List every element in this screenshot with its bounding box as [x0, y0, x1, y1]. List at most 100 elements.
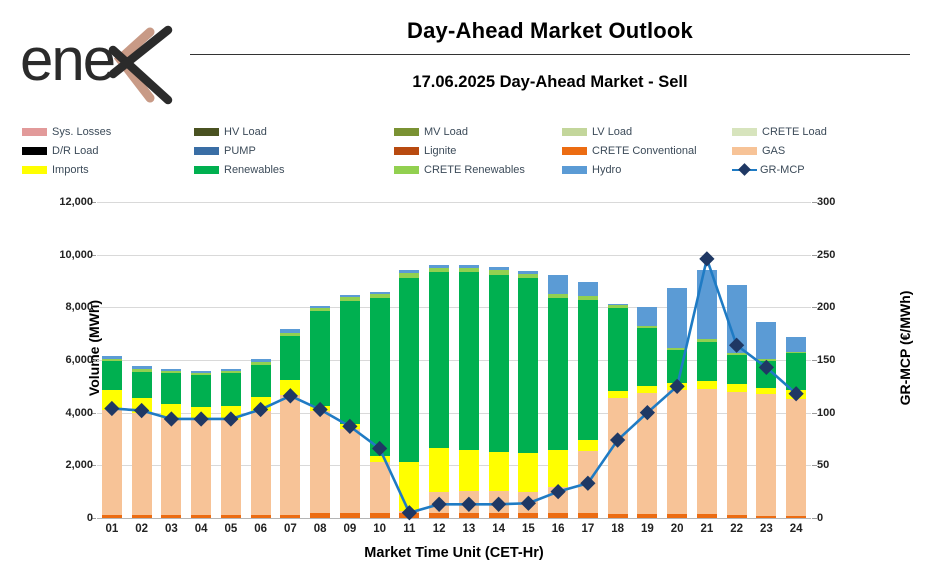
bar-segment-imports [161, 403, 182, 419]
stacked-bar-hour-22[interactable] [726, 202, 747, 518]
bar-segment-crete-renewables [488, 270, 509, 275]
bar-segment-gas [637, 392, 658, 514]
bar-segment-renewables [310, 311, 331, 407]
legend-item-gr-mcp[interactable]: GR-MCP [732, 163, 805, 176]
gr-mcp-marker-hour-13[interactable] [461, 496, 477, 512]
stacked-bar-hour-07[interactable] [280, 202, 301, 518]
bar-segment-crete-conventional [220, 515, 241, 518]
stacked-bar-hour-21[interactable] [696, 202, 717, 518]
stacked-bar-hour-15[interactable] [518, 202, 539, 518]
gr-mcp-marker-hour-11[interactable] [401, 505, 418, 521]
legend-item-crete-renewables[interactable]: CRETE Renewables [394, 164, 525, 176]
stacked-bar-hour-16[interactable] [548, 202, 569, 518]
legend-item-hv-load[interactable]: HV Load [194, 126, 267, 138]
gr-mcp-marker-hour-02[interactable] [133, 402, 150, 419]
y-tick-label-left: 0 [86, 512, 93, 524]
bar-segment-crete-renewables [458, 268, 479, 273]
bar-segment-imports [726, 384, 747, 392]
stacked-bar-hour-01[interactable] [101, 202, 122, 518]
bar-segment-crete-conventional [548, 513, 569, 518]
bar-segment-crete-renewables [369, 293, 390, 299]
legend-item-crete-load[interactable]: CRETE Load [732, 126, 827, 138]
x-tick-label-12: 12 [432, 523, 446, 535]
stacked-bar-hour-19[interactable] [637, 202, 658, 518]
stacked-bar-hour-08[interactable] [310, 202, 331, 518]
bar-segment-imports [429, 448, 450, 493]
bar-segment-crete-renewables [220, 370, 241, 374]
legend-label: HV Load [224, 126, 267, 138]
stacked-bar-hour-18[interactable] [607, 202, 628, 518]
y-tick-right [812, 202, 817, 203]
gr-mcp-marker-hour-15[interactable] [520, 495, 537, 511]
x-tick-label-22: 22 [730, 523, 744, 535]
legend-item-sys-losses[interactable]: Sys. Losses [22, 126, 111, 138]
legend-label: GAS [762, 145, 786, 157]
gr-mcp-marker-hour-08[interactable] [312, 401, 328, 418]
x-axis-title: Market Time Unit (CET-Hr) [364, 545, 544, 561]
enex-logo: ene [18, 12, 188, 107]
y-tick-right [812, 254, 817, 256]
gr-mcp-marker-hour-17[interactable] [580, 475, 596, 491]
x-tick-label-24: 24 [789, 523, 803, 535]
bar-segment-hydro [518, 271, 539, 275]
legend-item-lignite[interactable]: Lignite [394, 145, 456, 157]
legend-item-mv-load[interactable]: MV Load [394, 126, 468, 138]
gr-mcp-legend-icon [732, 163, 757, 176]
stacked-bar-hour-14[interactable] [488, 202, 509, 518]
bar-segment-imports [101, 389, 122, 410]
legend-item-imports[interactable]: Imports [22, 164, 89, 176]
gr-mcp-marker-hour-14[interactable] [490, 496, 507, 512]
title-divider [190, 54, 910, 55]
gr-mcp-marker-hour-16[interactable] [550, 484, 566, 500]
bar-segment-crete-conventional [310, 513, 331, 518]
gr-mcp-marker-hour-23[interactable] [758, 359, 775, 376]
bar-segment-renewables [637, 328, 658, 386]
legend-item-d-r-load[interactable]: D/R Load [22, 145, 98, 157]
bar-segment-crete-renewables [250, 362, 271, 366]
y-axis-title-right: GR-MCP (€/MWh) [897, 290, 913, 406]
legend-item-renewables[interactable]: Renewables [194, 164, 285, 176]
bar-segment-hydro [399, 270, 420, 274]
bar-segment-crete-conventional [101, 515, 122, 518]
gr-mcp-marker-hour-21[interactable] [699, 251, 715, 267]
bar-segment-gas [250, 410, 271, 515]
bar-segment-hydro [726, 285, 747, 354]
bar-segment-crete-conventional [577, 513, 598, 518]
gr-mcp-marker-hour-07[interactable] [282, 388, 299, 404]
gr-mcp-marker-hour-19[interactable] [639, 405, 656, 421]
enex-logo-mark: ene [20, 25, 173, 105]
stacked-bar-hour-09[interactable] [339, 202, 360, 518]
bar-segment-crete-renewables [696, 339, 717, 342]
y-tick-right [812, 465, 817, 467]
bar-segment-crete-renewables [667, 348, 688, 351]
gr-mcp-marker-hour-04[interactable] [193, 411, 209, 427]
stacked-bar-hour-02[interactable] [131, 202, 152, 518]
gr-mcp-marker-hour-06[interactable] [252, 401, 269, 418]
gr-mcp-marker-hour-05[interactable] [223, 411, 239, 427]
chart-legend: Sys. Losses HV Load MV Load LV Load CRETE Lo… [22, 126, 922, 182]
gr-mcp-marker-hour-01[interactable] [104, 400, 120, 417]
bar-segment-hydro [667, 288, 688, 349]
bar-segment-renewables [280, 336, 301, 380]
stacked-bar-hour-03[interactable] [161, 202, 182, 518]
bar-segment-crete-renewables [101, 358, 122, 362]
bar-segment-renewables [339, 300, 360, 424]
legend-item-gas[interactable]: GAS [732, 145, 785, 157]
stacked-bar-hour-10[interactable] [369, 202, 390, 518]
legend-item-pump[interactable]: PUMP [194, 145, 256, 157]
x-tick-label-15: 15 [521, 523, 535, 535]
legend-item-lv-load[interactable]: LV Load [562, 126, 632, 138]
legend-item-crete-conventional[interactable]: CRETE Conventional [562, 145, 697, 157]
stacked-bar-hour-05[interactable] [220, 202, 241, 518]
bar-segment-crete-conventional [696, 514, 717, 518]
y-tick-label-right: 300 [817, 196, 836, 208]
y-tick-label-left: 6,000 [65, 354, 93, 366]
legend-item-hydro[interactable]: Hydro [562, 164, 621, 176]
gr-mcp-marker-hour-12[interactable] [431, 496, 447, 512]
page-subtitle: 17.06.2025 Day-Ahead Market - Sell [412, 73, 688, 91]
x-axis-line [97, 518, 811, 520]
legend-label: Sys. Losses [52, 126, 112, 138]
gr-mcp-marker-hour-03[interactable] [163, 411, 180, 427]
legend-swatch [22, 147, 47, 155]
legend-swatch [394, 147, 419, 155]
